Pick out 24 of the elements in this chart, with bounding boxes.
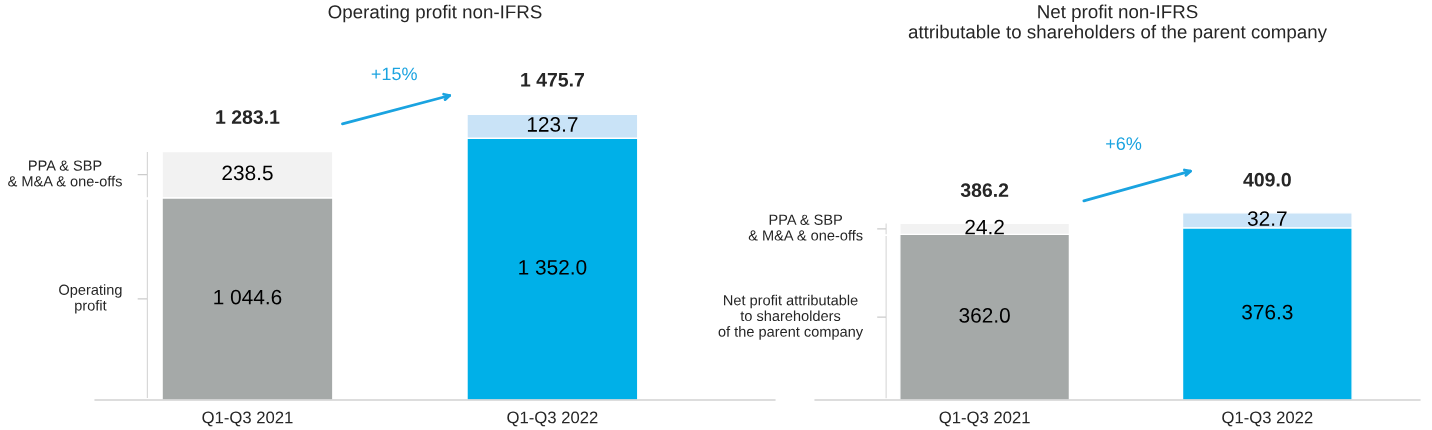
- text: Operating profit: [59, 284, 122, 314]
- x-tick-label: Q1-Q3 2021: [939, 411, 1030, 427]
- text: +15%: [371, 67, 417, 81]
- data-label: 238.5: [222, 165, 273, 181]
- total-label: 1 475.7: [521, 73, 584, 87]
- data-label: 1 044.6: [214, 289, 282, 305]
- data-label: 24.2: [965, 219, 1004, 235]
- total-label: 409.0: [1243, 172, 1291, 187]
- total-label: 386.2: [960, 183, 1009, 198]
- text: PPA & SBP & M&A & one-offs: [8, 160, 122, 187]
- data-label: 123.7: [527, 117, 578, 132]
- total-label: 1 283.1: [216, 110, 280, 124]
- chart-title: Net profit non-IFRS attributable to shareholders of the parent company: [908, 4, 1327, 43]
- chart-title: Operating profit non-IFRS: [328, 4, 542, 23]
- x-tick-label: Q1-Q3 2022: [1222, 411, 1313, 427]
- text: PPA & SBP & M&A & one-offs: [748, 214, 863, 241]
- data-label: 376.3: [1242, 304, 1293, 320]
- text: Net profit attributable to shareholders of the parent company: [718, 294, 864, 340]
- x-tick-label: Q1-Q3 2022: [507, 411, 598, 427]
- data-label: 362.0: [959, 308, 1010, 323]
- x-tick-label: Q1-Q3 2021: [202, 411, 293, 427]
- data-label: 1 352.0: [519, 259, 587, 275]
- text: +6%: [1106, 137, 1142, 151]
- data-label: 32.7: [1247, 211, 1287, 226]
